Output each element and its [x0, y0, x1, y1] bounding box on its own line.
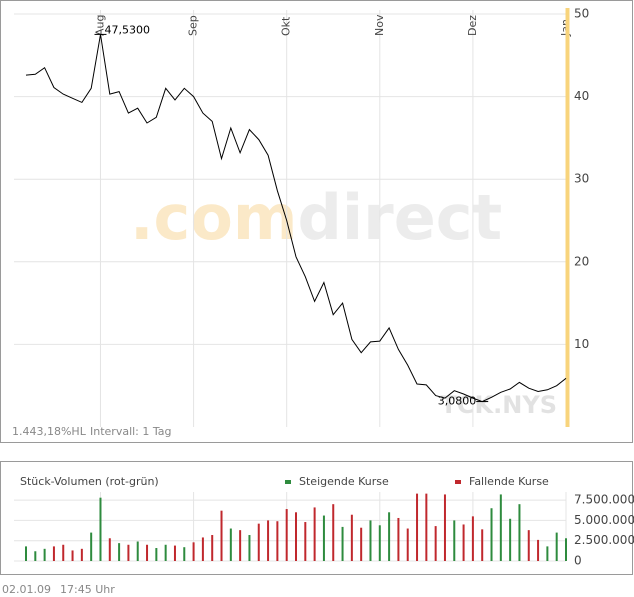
- x-tick-label: Nov: [373, 14, 386, 36]
- volume-bar: [71, 550, 74, 561]
- volume-bar: [462, 524, 465, 561]
- price-line: [25, 34, 567, 403]
- x-tick-label: Aug: [93, 15, 106, 36]
- volume-bar: [565, 538, 567, 561]
- volume-bar: [229, 528, 232, 561]
- timestamp-time: 17:45 Uhr: [60, 583, 115, 596]
- volume-bar: [239, 530, 242, 561]
- volume-bar: [509, 518, 512, 561]
- x-tick-label: Dez: [466, 15, 479, 36]
- volume-bar: [527, 530, 530, 561]
- volume-bar: [257, 523, 260, 561]
- volume-bar: [62, 544, 65, 561]
- volume-bar: [34, 551, 37, 561]
- volume-bar: [201, 537, 204, 561]
- legend-swatch: [285, 480, 291, 484]
- volume-bar: [173, 545, 176, 561]
- volume-bar: [220, 510, 223, 561]
- volume-bar: [499, 494, 502, 561]
- volume-bar: [108, 538, 111, 561]
- watermark: .comdirect: [130, 181, 502, 254]
- volume-bar: [350, 514, 353, 561]
- volume-bar: [388, 512, 391, 561]
- volume-bar: [276, 521, 279, 561]
- legend-label: Fallende Kurse: [469, 475, 549, 488]
- volume-bar: [127, 544, 130, 561]
- volume-bar: [25, 546, 27, 561]
- y-tick-label: 50: [574, 7, 589, 21]
- x-tick-label: Okt: [280, 16, 293, 36]
- volume-bar: [295, 512, 297, 561]
- volume-bar: [267, 520, 270, 561]
- x-tick-label: Sep: [187, 15, 200, 36]
- volume-bar: [341, 526, 344, 561]
- footer-range: 1.443,18%HL: [12, 425, 87, 438]
- volume-bar: [443, 494, 446, 561]
- ticker: TCK.NYS: [441, 391, 557, 419]
- volume-bar: [397, 517, 400, 561]
- volume-bar: [434, 526, 437, 561]
- volume-bar: [490, 508, 493, 561]
- volume-bar: [313, 507, 316, 561]
- watermark-prefix: .com: [130, 181, 298, 254]
- volume-bar: [43, 548, 46, 561]
- volume-bar: [211, 535, 214, 561]
- volume-bar: [369, 520, 372, 561]
- volume-bar: [378, 525, 381, 561]
- y-tick-label: 10: [574, 337, 589, 351]
- volume-bar: [304, 522, 307, 561]
- y-tick-label: 0: [574, 554, 582, 568]
- legend-swatch: [455, 480, 461, 484]
- volume-bar: [248, 535, 251, 561]
- timestamp-date: 02.01.09: [2, 583, 51, 596]
- volume-bar: [453, 520, 456, 561]
- volume-bar: [360, 527, 363, 561]
- volume-bar: [155, 548, 158, 561]
- legend-label: Steigende Kurse: [299, 475, 389, 488]
- y-tick-label: 40: [574, 89, 589, 103]
- volume-bar: [425, 493, 428, 561]
- footer-interval: Intervall: 1 Tag: [90, 425, 172, 438]
- y-tick-label: 30: [574, 172, 589, 186]
- volume-bar: [80, 548, 83, 561]
- volume-bar: [322, 515, 325, 561]
- value-label: 47,5300: [104, 23, 150, 36]
- volume-bar: [555, 532, 558, 561]
- volume-bar: [52, 546, 55, 561]
- price-panel: [0, 0, 633, 443]
- volume-bar: [183, 547, 186, 561]
- volume-bar: [471, 516, 474, 561]
- volume-bar: [332, 504, 335, 561]
- volume-bar: [518, 504, 521, 561]
- volume-bar: [546, 546, 549, 561]
- volume-bar: [192, 542, 195, 561]
- y-tick-label: 2.500.000: [574, 533, 634, 547]
- volume-bar: [285, 509, 288, 561]
- volume-bar: [136, 541, 139, 561]
- volume-bar: [537, 539, 540, 561]
- watermark-suffix: direct: [298, 181, 503, 254]
- volume-bar: [406, 528, 409, 561]
- y-tick-label: 7.500.000: [574, 493, 634, 507]
- volume-bar: [90, 532, 93, 561]
- y-tick-label: 5.000.000: [574, 513, 634, 527]
- volume-bar: [481, 529, 484, 561]
- volume-bar: [118, 543, 121, 561]
- volume-bar: [99, 497, 102, 561]
- y-tick-label: 20: [574, 254, 589, 268]
- volume-bar: [164, 544, 167, 561]
- volume-bar: [146, 544, 149, 561]
- volume-bar: [416, 493, 419, 561]
- value-label: 3,0800: [438, 395, 477, 408]
- volume-panel: [0, 461, 633, 575]
- volume-title: Stück-Volumen (rot-grün): [20, 475, 159, 488]
